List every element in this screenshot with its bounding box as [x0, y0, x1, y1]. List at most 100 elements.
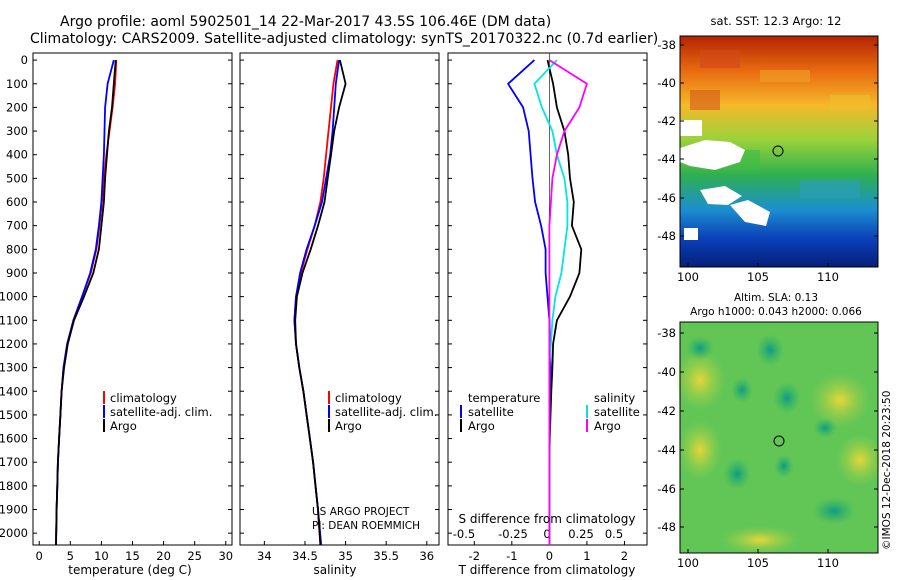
map-y-tick-label: -38 [657, 326, 676, 340]
map-x-tick-label: 105 [747, 556, 769, 570]
depth-tick-label: 800 [6, 242, 28, 256]
legend-climatology: climatology [335, 391, 402, 405]
x-tick-label: 34.5 [292, 549, 318, 563]
map-y-tick-label: -44 [657, 443, 676, 457]
sdiff-xlabel: S difference from climatology [459, 512, 636, 526]
sst-map [679, 35, 879, 268]
x-tick-label: 2 [621, 549, 628, 563]
depth-tick-label: 1400 [0, 384, 28, 398]
x-tick-label: 0 [546, 549, 553, 563]
legend-argo: Argo [110, 419, 137, 433]
map-y-tick-label: -40 [657, 76, 676, 90]
sla-argo-location [773, 435, 785, 447]
x-tick-label: -2 [469, 549, 480, 563]
x-tick-label: 34 [257, 549, 272, 563]
depth-tick-label: 0 [21, 53, 28, 67]
series-line-temperature-satellite [507, 59, 552, 545]
map-y-tick-label: -46 [657, 191, 676, 205]
difference-legend: temperature satellite Argo salinity sate… [460, 391, 640, 433]
depth-tick-label: 1900 [0, 503, 28, 517]
s-diff-tick-label: -0.25 [498, 527, 528, 541]
x-tick-label: 30 [218, 549, 233, 563]
series-line-climatology [55, 60, 118, 546]
legend-temperature-title: temperature [468, 391, 540, 405]
s-diff-tick-label: -0.5 [453, 527, 475, 541]
s-diff-tick-label: 0.25 [568, 527, 594, 541]
sla-map-title1: Altim. SLA: 0.13 [734, 292, 818, 304]
depth-tick-label: 2000 [0, 526, 28, 540]
series-line-salinity-argo [548, 59, 588, 545]
difference-panel [447, 52, 648, 546]
map-y-tick-label: -42 [657, 114, 676, 128]
temperature-panel [32, 52, 233, 546]
x-tick-label: 5 [67, 549, 74, 563]
legend-argo: Argo [335, 419, 362, 433]
x-tick-label: 35.5 [373, 549, 399, 563]
sla-map [674, 321, 884, 554]
x-tick-label: 1 [583, 549, 590, 563]
x-tick-label: 0 [36, 549, 43, 563]
depth-tick-label: 1100 [0, 313, 28, 327]
depth-tick-label: 600 [6, 195, 28, 209]
x-tick-label: 20 [156, 549, 171, 563]
map-y-tick-label: -48 [657, 229, 676, 243]
salinity-panel [239, 52, 440, 546]
figure-title-line2: Climatology: CARS2009. Satellite-adjuste… [30, 31, 658, 47]
depth-axis: 0 100 200 300 400 500 600 700 800 900 1000 1100 1200… [0, 53, 28, 540]
sla-map-axes: -38 -40 -42 -44 -46 -48 100 105 110 [657, 326, 878, 570]
map-y-tick-label: -42 [657, 404, 676, 418]
depth-tick-label: 400 [6, 148, 28, 162]
map-x-tick-label: 100 [677, 270, 699, 284]
s-diff-tick-label: 0 [543, 527, 550, 541]
depth-tick-label: 700 [6, 219, 28, 233]
depth-tick-label: 1500 [0, 408, 28, 422]
credit-imos: ©IMOS 12-Dec-2018 20:23:50 [881, 391, 893, 550]
series-line-argo [55, 60, 117, 546]
map-x-tick-label: 110 [817, 270, 839, 284]
salinity-legend: climatology satellite-adj. clim. Argo [328, 391, 437, 433]
depth-tick-label: 900 [6, 266, 28, 280]
temperature-xlabel: temperature (deg C) [68, 563, 191, 577]
depth-tick-label: 100 [6, 77, 28, 91]
map-y-tick-label: -44 [657, 152, 676, 166]
depth-tick-label: 1700 [0, 455, 28, 469]
credit-pi: PI: DEAN ROEMMICH [312, 520, 420, 532]
series-line-satellite-adj-clim- [293, 59, 340, 546]
depth-tick-label: 300 [6, 124, 28, 138]
map-x-tick-label: 110 [817, 556, 839, 570]
depth-tick-label: 1800 [0, 479, 28, 493]
depth-tick-label: 1000 [0, 290, 28, 304]
series-line-climatology [293, 59, 339, 546]
depth-tick-label: 200 [6, 100, 28, 114]
x-tick-label: 25 [187, 549, 202, 563]
series-line-argo [294, 59, 347, 546]
map-y-tick-label: -46 [657, 482, 676, 496]
legend-t-satellite: satellite [468, 405, 514, 419]
legend-s-satellite: satellite [594, 405, 640, 419]
salinity-xlabel: salinity [313, 563, 356, 577]
legend-salinity-title: salinity [594, 391, 635, 405]
depth-tick-label: 500 [6, 171, 28, 185]
series-line-satellite-adj-clim- [55, 59, 115, 546]
credit-project: US ARGO PROJECT [312, 506, 410, 518]
sla-map-title2: Argo h1000: 0.043 h2000: 0.066 [690, 306, 862, 318]
x-tick-label: 15 [125, 549, 140, 563]
map-x-tick-label: 105 [747, 270, 769, 284]
map-y-tick-label: -48 [657, 520, 676, 534]
sst-map-axes: -38 -40 -42 -44 -46 -48 100 105 110 [657, 38, 878, 284]
legend-satellite: satellite-adj. clim. [110, 405, 212, 419]
figure-title-line1: Argo profile: aoml 5902501_14 22-Mar-201… [60, 14, 551, 30]
x-tick-label: -1 [506, 549, 517, 563]
x-tick-label: 10 [94, 549, 109, 563]
x-tick-label: 36 [419, 549, 434, 563]
sst-argo-location [772, 145, 784, 157]
depth-tick-label: 1200 [0, 337, 28, 351]
tdiff-xlabel: T difference from climatology [458, 563, 636, 577]
map-y-tick-label: -40 [657, 365, 676, 379]
depth-tick-label: 1300 [0, 361, 28, 375]
legend-satellite: satellite-adj. clim. [335, 405, 437, 419]
depth-tick-label: 1600 [0, 432, 28, 446]
map-y-tick-label: -38 [657, 38, 676, 52]
sst-map-title: sat. SST: 12.3 Argo: 12 [711, 14, 842, 28]
